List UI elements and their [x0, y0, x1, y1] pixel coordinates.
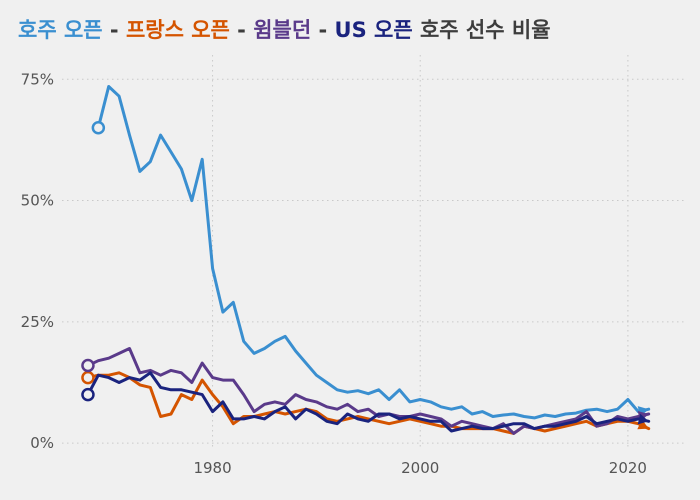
title-part-6: US 오픈: [335, 18, 413, 42]
series-0: [91, 85, 651, 420]
y-tick-label: 0%: [30, 434, 54, 452]
title-part-5: -: [311, 18, 334, 42]
series-end-arrow-3: [637, 413, 649, 425]
title-part-1: -: [103, 18, 126, 42]
y-tick-label: 75%: [21, 70, 54, 88]
grid: [62, 55, 685, 448]
series-start-marker-3: [81, 387, 95, 402]
series-start-marker-2: [81, 358, 95, 373]
y-tick-label: 50%: [21, 192, 54, 210]
x-tick-label: 1980: [193, 459, 231, 477]
x-tick-label: 2020: [609, 459, 647, 477]
y-axis-ticks: 0% 25% 50% 75%: [21, 70, 54, 452]
title-part-7: 호주 선수 비율: [413, 18, 551, 42]
series-line-3: [86, 371, 651, 433]
series-end-arrow-1: [637, 419, 649, 430]
series-1: [81, 370, 651, 435]
series-line-0: [96, 85, 651, 420]
chart-title: 호주 오픈 - 프랑스 오픈 - 윔블던 - US 오픈 호주 선수 비율: [18, 18, 551, 42]
series-start-marker-1: [81, 370, 95, 385]
series-line-2: [86, 347, 651, 435]
title-part-0: 호주 오픈: [18, 18, 103, 42]
series-line-1: [86, 371, 651, 435]
x-tick-label: 2000: [401, 459, 439, 477]
y-tick-label: 25%: [21, 313, 54, 331]
series-start-marker-0: [91, 121, 106, 135]
series-3: [81, 371, 651, 433]
x-axis-ticks: 1980 2000 2020: [193, 459, 647, 477]
title-part-2: 프랑스 오픈: [126, 18, 230, 42]
title-part-4: 윔블던: [253, 18, 311, 42]
title-part-3: -: [230, 18, 253, 42]
series-layer: [81, 85, 651, 435]
